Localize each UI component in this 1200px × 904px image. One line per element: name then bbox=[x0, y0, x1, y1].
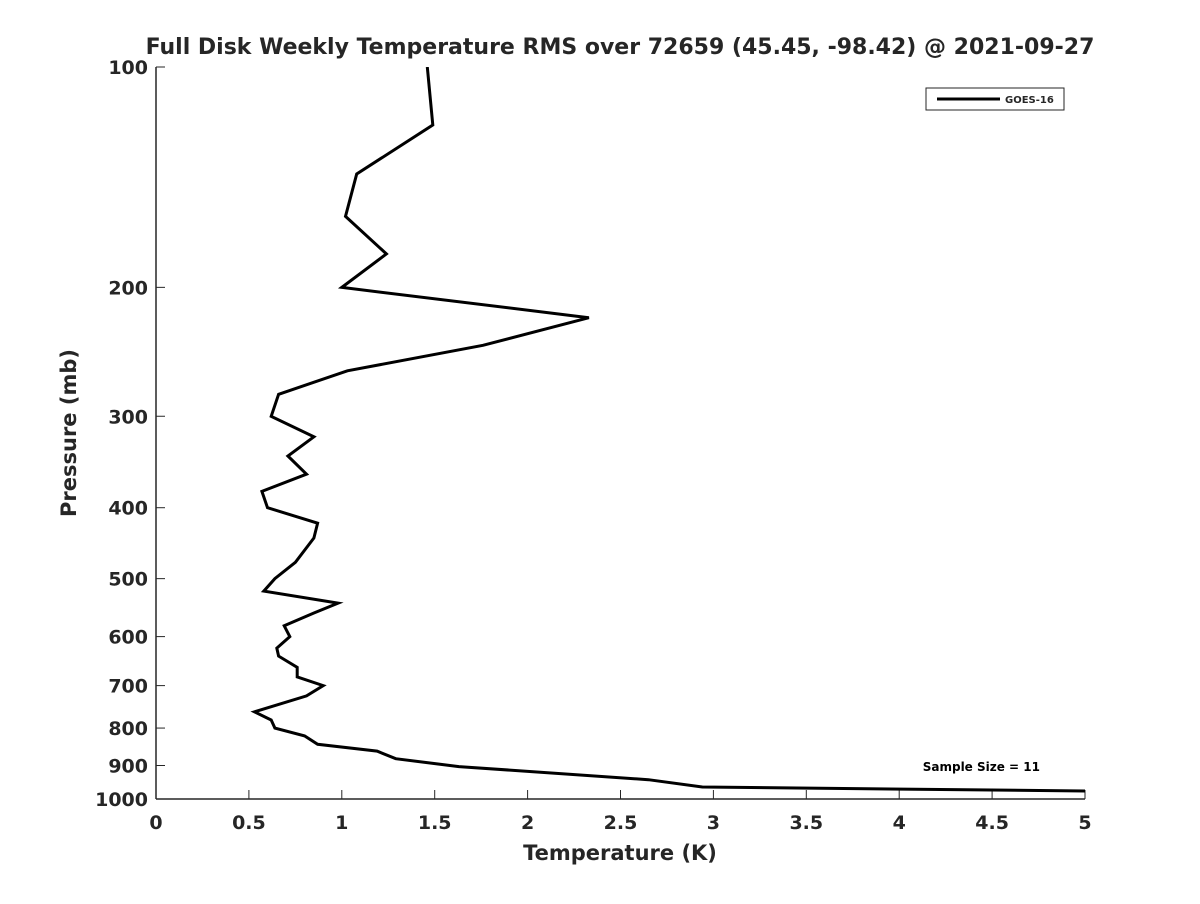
ticks: 0 0.5 1 1.5 2 2.5 3 3.5 4 4.5 5 100 200 300 400 500 600 7… bbox=[95, 57, 1092, 834]
y-tick-label: 400 bbox=[108, 498, 148, 520]
x-tick-label: 0.5 bbox=[232, 812, 266, 834]
x-tick-label: 1 bbox=[335, 812, 348, 834]
y-tick-label: 800 bbox=[108, 718, 148, 740]
y-tick-label: 600 bbox=[108, 627, 148, 649]
y-tick-label: 1000 bbox=[95, 789, 148, 811]
series-line-goes16 bbox=[250, 67, 1085, 793]
legend-label: GOES-16 bbox=[1005, 95, 1054, 106]
y-tick-label: 900 bbox=[108, 756, 148, 778]
x-axis-label: Temperature (K) bbox=[523, 841, 717, 865]
x-tick-label: 2 bbox=[521, 812, 534, 834]
chart-title: Full Disk Weekly Temperature RMS over 72… bbox=[146, 35, 1095, 60]
x-tick-label: 3.5 bbox=[789, 812, 823, 834]
x-tick-label: 1.5 bbox=[418, 812, 452, 834]
y-axis-label: Pressure (mb) bbox=[57, 349, 81, 517]
y-tick-label: 500 bbox=[108, 569, 148, 591]
y-tick-label: 100 bbox=[108, 57, 148, 79]
y-tick-label: 300 bbox=[108, 406, 148, 428]
x-tick-label: 5 bbox=[1078, 812, 1091, 834]
y-tick-label: 700 bbox=[108, 676, 148, 698]
axes bbox=[155, 67, 1085, 800]
x-tick-label: 4 bbox=[893, 812, 906, 834]
y-tick-label: 200 bbox=[108, 277, 148, 299]
x-tick-label: 3 bbox=[707, 812, 720, 834]
sample-size-annotation: Sample Size = 11 bbox=[923, 760, 1040, 774]
x-tick-label: 0 bbox=[149, 812, 162, 834]
legend: GOES-16 bbox=[925, 87, 1065, 111]
x-tick-label: 2.5 bbox=[604, 812, 638, 834]
x-tick-label: 4.5 bbox=[975, 812, 1009, 834]
